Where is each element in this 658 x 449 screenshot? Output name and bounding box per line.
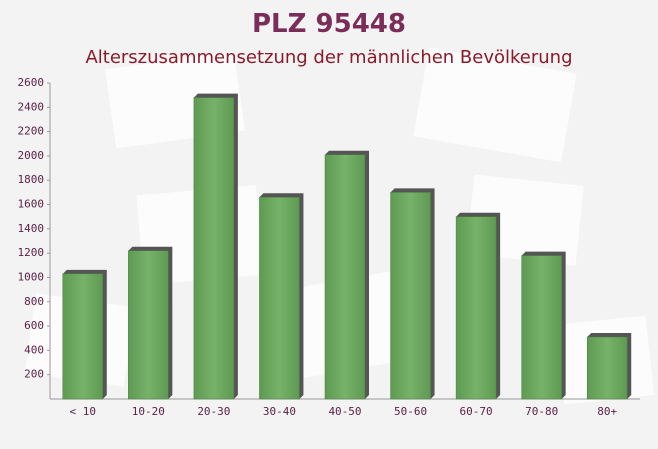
x-tick-label: 70-80 [525,405,558,418]
bar [62,273,104,400]
bar [193,97,235,400]
x-tick-label: 60-70 [460,405,493,418]
x-tick-label: 40-50 [328,405,361,418]
y-tick-label: 1400 [18,222,45,235]
y-tick-label: 1800 [18,173,45,186]
x-tick-label: 50-60 [394,405,427,418]
x-tick-label: < 10 [70,405,97,418]
y-tick-label: 1600 [18,198,45,211]
bar [324,154,366,400]
x-tick-label: 30-40 [263,405,296,418]
x-tick-label: 10-20 [132,405,165,418]
bar [455,216,497,400]
chart-subtitle: Alterszusammensetzung der männlichen Bev… [85,47,572,68]
y-tick-label: 2600 [18,76,45,89]
y-tick-label: 1200 [18,246,45,259]
y-tick-label: 200 [24,368,44,381]
y-tick-label: 400 [24,343,44,356]
bar [259,196,300,400]
y-tick-label: 600 [24,319,44,332]
y-tick-label: 1000 [18,270,45,283]
bar [390,192,431,400]
bar [586,336,628,400]
bar [521,255,562,400]
x-tick-label: 80+ [597,405,617,418]
y-tick-label: 2200 [18,125,45,138]
y-tick-label: 2000 [18,149,45,162]
chart-title: PLZ 95448 [252,9,406,39]
y-tick-label: 2400 [18,100,45,113]
x-tick-label: 20-30 [197,405,230,418]
y-tick-label: 800 [24,295,44,308]
bar [128,250,169,400]
